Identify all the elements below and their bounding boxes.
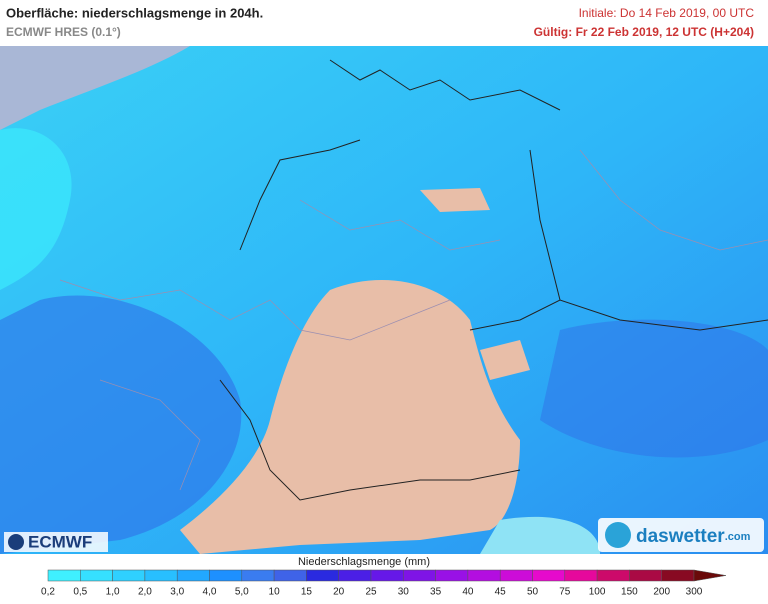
- legend-swatch: [370, 569, 404, 582]
- legend-label: 0,5: [73, 587, 87, 598]
- legend-swatch: [209, 569, 243, 582]
- legend-swatch: [532, 569, 566, 582]
- legend-swatch: [306, 569, 339, 582]
- legend-swatch: [564, 569, 598, 582]
- legend-swatch: [80, 569, 113, 582]
- initial-time: Initiale: Do 14 Feb 2019, 00 UTC: [579, 6, 755, 20]
- legend-label: 300: [686, 587, 703, 598]
- legend-label: 20: [333, 587, 345, 598]
- legend-label: 75: [559, 587, 571, 598]
- legend-label: 200: [653, 587, 670, 598]
- legend-swatch: [629, 569, 662, 582]
- legend-label: 25: [365, 587, 377, 598]
- legend-label: 100: [589, 587, 606, 598]
- legend-arrow: [693, 569, 727, 582]
- legend-label: 150: [621, 587, 638, 598]
- legend-label: 0,2: [41, 587, 55, 598]
- daswetter-text: daswetter.com: [636, 526, 751, 547]
- model: ECMWF HRES (0.1°): [6, 25, 121, 39]
- legend-swatch: [661, 569, 695, 582]
- legend-label: 40: [462, 587, 474, 598]
- title: Oberfläche: niederschlagsmenge in 204h.: [6, 5, 263, 20]
- legend-swatch: [273, 569, 307, 582]
- legend-label: 10: [269, 587, 281, 598]
- legend-swatch: [467, 569, 501, 582]
- legend-swatch: [112, 569, 146, 582]
- legend-swatch: [499, 569, 533, 582]
- legend-label: 15: [301, 587, 313, 598]
- legend-swatch: [144, 569, 178, 582]
- legend-label: 2,0: [138, 587, 152, 598]
- legend-label: 5,0: [235, 587, 249, 598]
- ecmwf-logo: ECMWF: [4, 532, 108, 552]
- daswetter-logo: daswetter.com: [598, 518, 764, 552]
- legend-label: 30: [398, 587, 410, 598]
- legend-label: 50: [527, 587, 539, 598]
- valid-time: Gültig: Fr 22 Feb 2019, 12 UTC (H+204): [534, 25, 754, 39]
- legend-swatch: [403, 569, 436, 582]
- ecmwf-text: ECMWF: [28, 532, 92, 551]
- legend-title: Niederschlagsmenge (mm): [298, 556, 430, 568]
- legend-swatch: [338, 569, 372, 582]
- legend-label: 35: [430, 587, 442, 598]
- legend-label: 4,0: [203, 587, 217, 598]
- legend-swatch: [596, 569, 630, 582]
- legend-swatch: [176, 569, 210, 582]
- map: [0, 46, 768, 554]
- legend-label: 1,0: [106, 587, 120, 598]
- legend-swatch: [241, 569, 275, 582]
- legend-swatch: [47, 569, 81, 582]
- legend: 0,2 0,5 1,0 2,0 3,0 4,0 5,0 10 15 20 25 30 35 40 45 50 7…: [41, 569, 727, 598]
- legend-label: 3,0: [170, 587, 184, 598]
- legend-label: 45: [495, 587, 507, 598]
- legend-swatch: [435, 569, 469, 582]
